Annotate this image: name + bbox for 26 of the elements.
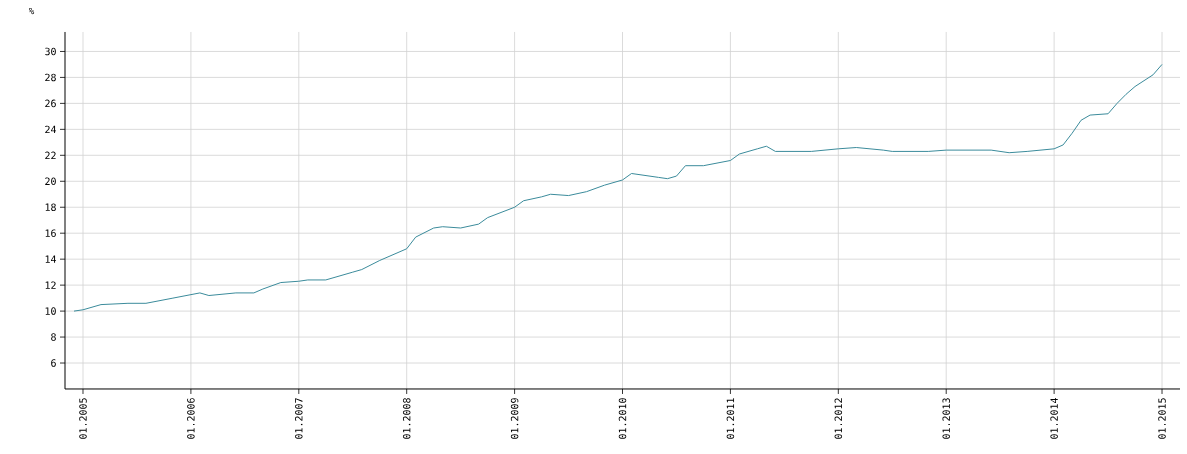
y-tick-label: 6 [51, 359, 56, 367]
y-tick-label: 20 [45, 177, 56, 186]
x-tick-label: 01.2007 [295, 398, 303, 439]
x-tick-label: 01.2014 [1050, 397, 1058, 439]
x-tick-label: 01.2009 [510, 398, 519, 439]
y-tick-label: 30 [45, 47, 56, 56]
y-tick-label: 28 [45, 73, 56, 82]
x-tick-label: 01.2006 [187, 398, 195, 439]
x-tick-label: 01.2013 [942, 398, 950, 439]
y-axis-title: % [29, 7, 35, 15]
y-tick-label: 12 [45, 281, 56, 289]
y-tick-label: 14 [45, 255, 57, 263]
x-tick-label: 01.2011 [726, 398, 735, 439]
y-tick-label: 22 [45, 151, 56, 160]
x-tick-label: 01.2015 [1158, 398, 1166, 439]
y-tick-label: 26 [45, 99, 56, 108]
x-tick-label: 01.2008 [402, 398, 411, 439]
y-tick-label: 16 [45, 229, 56, 237]
line-series [73, 63, 1163, 312]
y-tick-label: 18 [45, 203, 56, 212]
y-tick-label: 8 [51, 333, 56, 341]
y-tick-label: 10 [45, 307, 56, 315]
x-tick-label: 01.2005 [79, 398, 87, 439]
y-tick-label: 24 [45, 125, 57, 134]
x-tick-label: 01.2012 [834, 398, 843, 439]
x-tick-label: 01.2010 [618, 398, 627, 439]
